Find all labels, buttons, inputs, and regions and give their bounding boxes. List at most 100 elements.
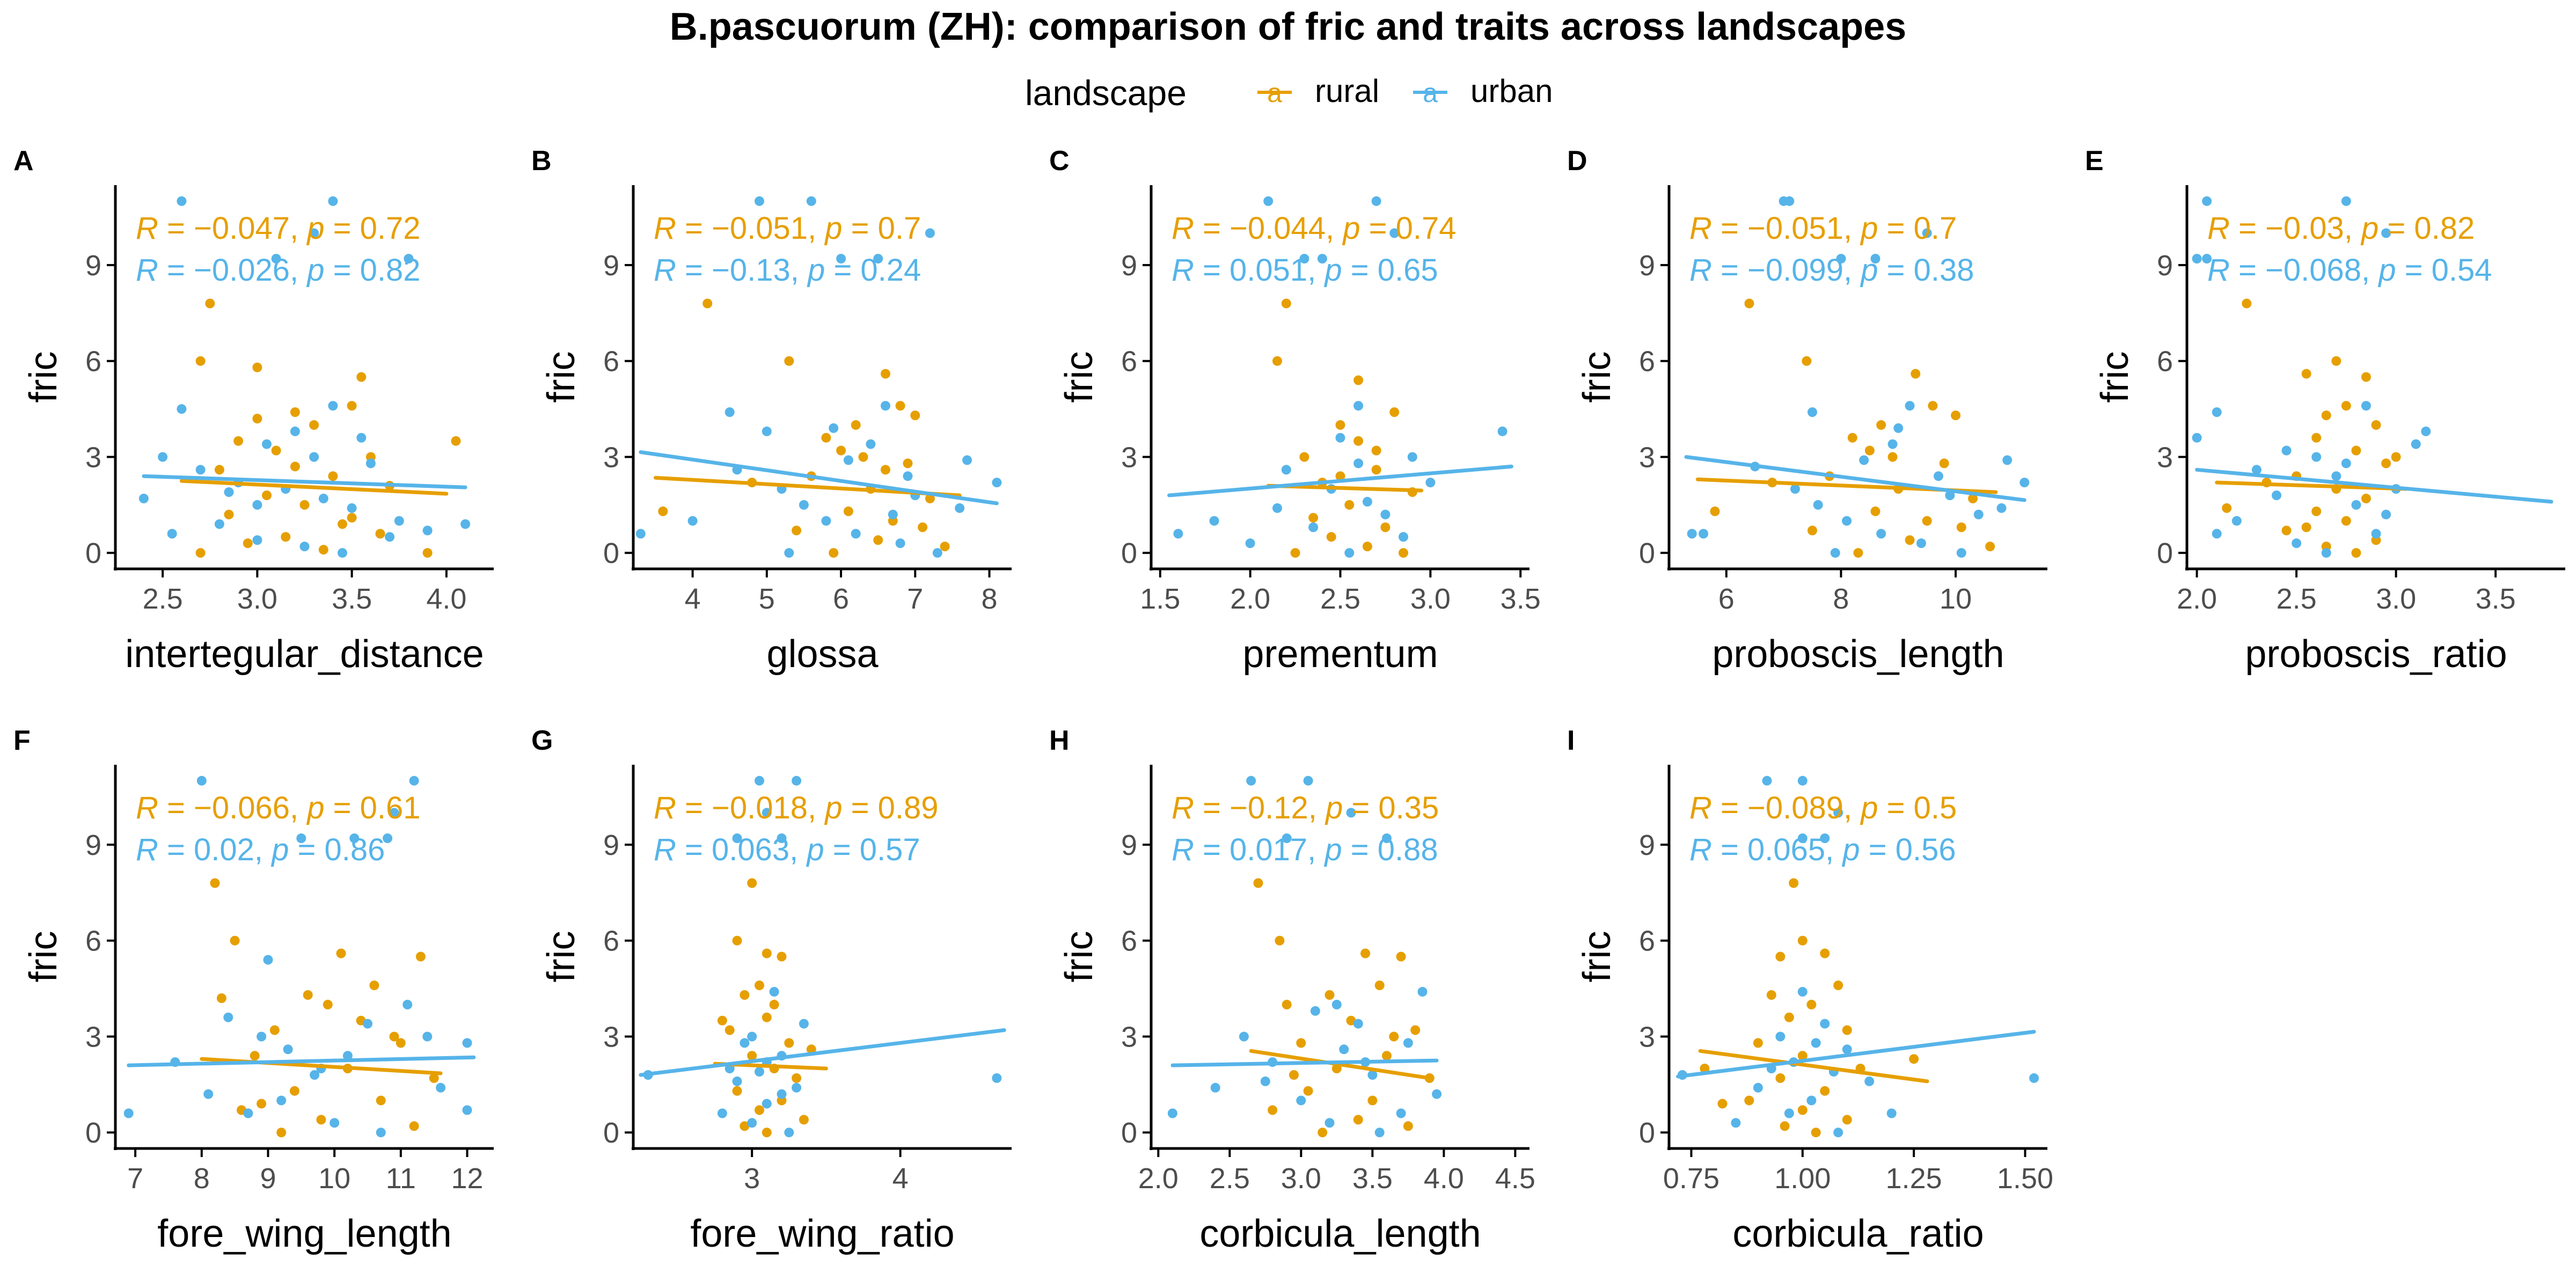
legend-label-urban: urban	[1470, 73, 1553, 109]
x-tick-label: 10	[1940, 583, 1972, 615]
x-tick-label: 2.0	[2177, 583, 2217, 615]
x-axis-label: corbicula_length	[1199, 1212, 1481, 1255]
point-urban	[895, 538, 905, 548]
point-rural	[396, 1038, 406, 1048]
point-urban	[309, 452, 319, 462]
point-urban	[1797, 775, 1807, 786]
point-urban	[866, 439, 876, 449]
x-tick-label: 11	[386, 1162, 416, 1195]
y-tick-label: 6	[1121, 346, 1137, 378]
stat-urban: R = 0.063, p = 0.57	[654, 832, 920, 867]
point-urban	[1362, 496, 1372, 507]
y-tick-label: 3	[1639, 1021, 1655, 1053]
point-urban	[829, 423, 839, 433]
point-rural	[1789, 878, 1799, 888]
panel-tag: B	[531, 145, 552, 177]
x-tick-label: 1.5	[1140, 583, 1180, 615]
panel-tag: E	[2085, 145, 2104, 177]
point-urban	[252, 535, 262, 545]
point-urban	[252, 500, 262, 510]
point-urban	[1281, 465, 1291, 475]
point-rural	[895, 401, 905, 411]
point-rural	[250, 1051, 260, 1061]
x-axis-label: prementum	[1242, 633, 1438, 676]
y-tick-label: 6	[1639, 346, 1655, 378]
x-tick-label: 5	[759, 583, 775, 615]
point-urban	[2281, 445, 2292, 456]
point-urban	[2321, 548, 2331, 558]
y-tick-label: 9	[1639, 829, 1655, 861]
point-rural	[1820, 948, 1830, 958]
point-urban	[2202, 254, 2212, 264]
point-rural	[1842, 1025, 1852, 1035]
point-rural	[799, 1115, 809, 1125]
point-rural	[1371, 465, 1381, 475]
point-urban	[836, 254, 846, 264]
point-rural	[2311, 433, 2322, 443]
point-urban	[1396, 1108, 1406, 1118]
point-rural	[415, 952, 426, 962]
point-urban	[2272, 491, 2281, 500]
points	[1677, 775, 2039, 1138]
point-urban	[1399, 532, 1408, 542]
x-tick-label: 4	[685, 583, 701, 615]
point-rural	[1775, 952, 1785, 962]
point-rural	[299, 500, 310, 510]
point-rural	[224, 509, 234, 519]
x-tick-label: 2.5	[1320, 583, 1360, 615]
point-rural	[1275, 935, 1285, 946]
point-urban	[177, 404, 187, 414]
point-rural	[347, 513, 357, 523]
point-rural	[1968, 493, 1978, 503]
point-rural	[205, 298, 215, 309]
point-urban	[2019, 478, 2030, 488]
y-tick-label: 3	[2157, 441, 2173, 473]
fit-line-urban	[1684, 455, 2026, 502]
point-rural	[769, 999, 779, 1009]
point-rural	[1710, 506, 1720, 516]
point-urban	[347, 503, 357, 513]
point-urban	[755, 196, 764, 206]
stat-rural: R = −0.051, p = 0.7	[1689, 211, 1957, 246]
point-urban	[436, 1082, 446, 1093]
x-tick-label: 3.0	[1281, 1162, 1321, 1195]
y-axis-label: fric	[1576, 931, 1619, 983]
point-urban	[992, 1073, 1002, 1083]
x-tick-label: 10	[318, 1162, 350, 1195]
point-rural	[195, 548, 206, 558]
x-tick-label: 8	[194, 1162, 210, 1195]
stat-urban: R = −0.026, p = 0.82	[136, 253, 420, 288]
point-rural	[276, 1128, 287, 1138]
point-urban	[177, 196, 187, 206]
point-urban	[873, 254, 883, 264]
point-rural	[881, 369, 890, 379]
stat-rural: R = −0.089, p = 0.5	[1689, 791, 1957, 825]
x-tick-label: 4	[892, 1162, 909, 1195]
legend: landscape a rural a urban	[1025, 73, 1553, 113]
point-urban	[717, 1108, 727, 1118]
point-urban	[1922, 228, 1932, 238]
point-urban	[296, 833, 306, 843]
point-urban	[1797, 987, 1807, 997]
point-urban	[309, 228, 319, 238]
figure-title: B.pascuorum (ZH): comparison of fric and…	[670, 5, 1907, 48]
point-urban	[962, 455, 972, 465]
point-rural	[347, 401, 357, 411]
point-urban	[1934, 471, 1943, 481]
y-tick-label: 6	[2157, 346, 2173, 378]
y-tick-label: 6	[1639, 925, 1655, 957]
point-rural	[829, 548, 839, 558]
point-rural	[290, 407, 300, 417]
panel-g: G 0 3 6 9 3 4 fore_wing_ratio fric R = −0.018, p …	[531, 725, 1012, 1255]
panel-tag: H	[1049, 725, 1070, 756]
x-axis-label: glossa	[766, 633, 879, 676]
legend-label-rural: rural	[1315, 73, 1379, 109]
point-urban	[2192, 433, 2202, 443]
point-urban	[1842, 1044, 1852, 1055]
point-urban	[992, 478, 1002, 488]
y-tick-label: 3	[603, 441, 619, 473]
point-urban	[769, 987, 779, 997]
point-urban	[1331, 999, 1342, 1009]
point-rural	[210, 878, 220, 888]
